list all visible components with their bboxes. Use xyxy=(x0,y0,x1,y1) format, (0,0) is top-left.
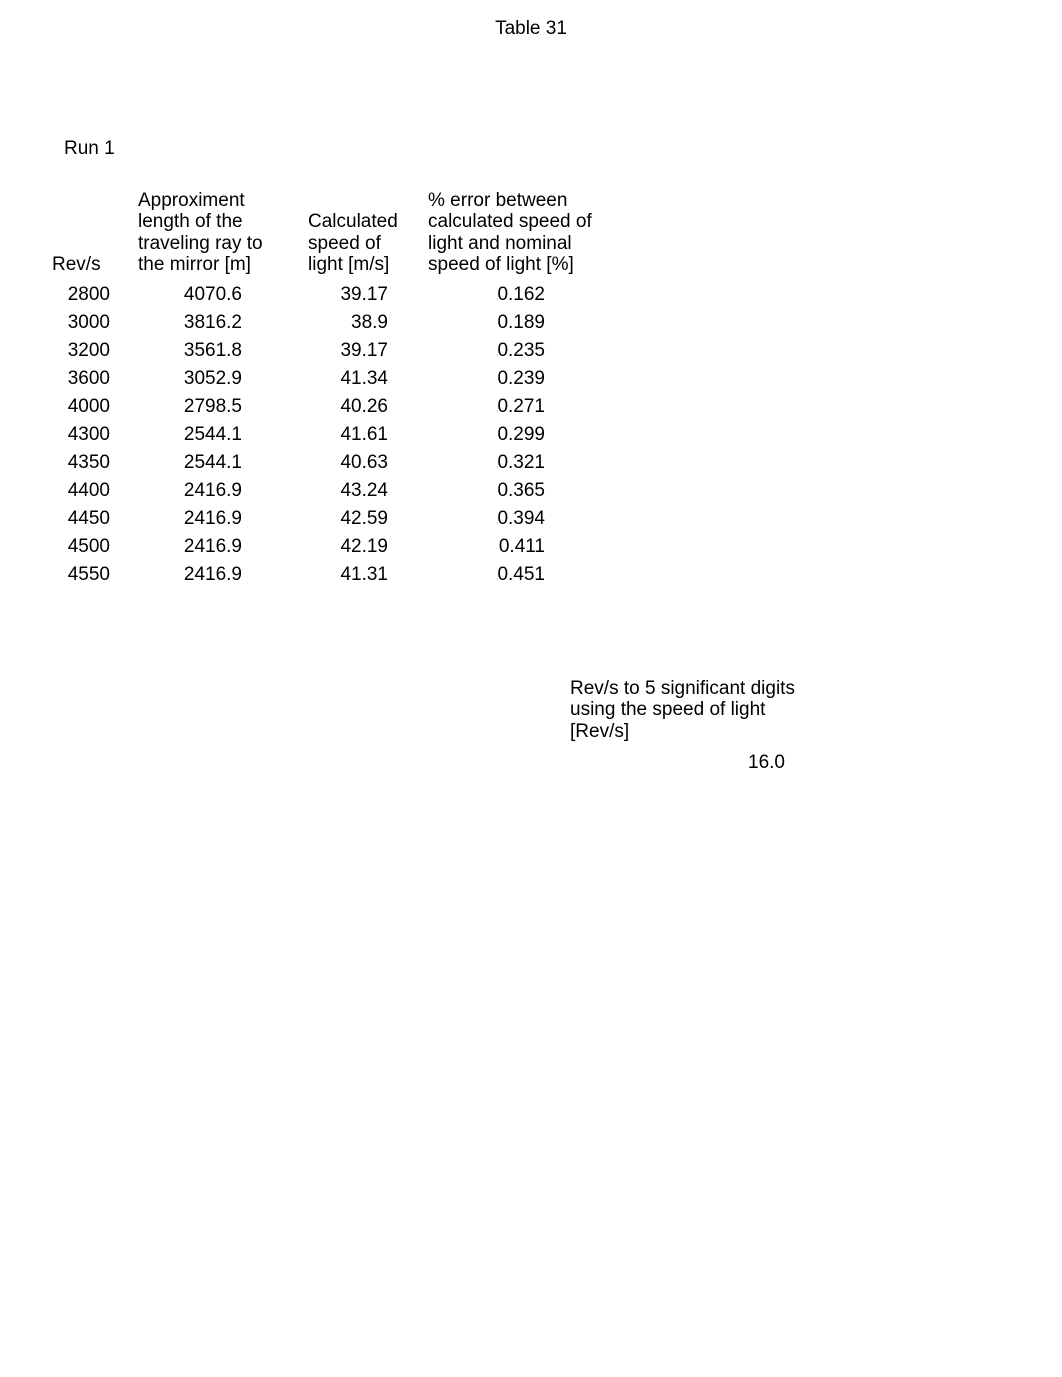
cell-length: 2416.9 xyxy=(130,561,300,589)
table-row: 3000 3816.2 38.9 0.189 xyxy=(50,309,615,337)
col-header-rev: Rev/s xyxy=(50,190,130,281)
table-row: 4500 2416.9 42.19 0.411 xyxy=(50,533,615,561)
cell-speed: 42.59 xyxy=(300,505,420,533)
cell-length: 3561.8 xyxy=(130,337,300,365)
table-row: 4300 2544.1 41.61 0.299 xyxy=(50,421,615,449)
data-table: Rev/s Approximent length of the travelin… xyxy=(50,190,615,589)
cell-length: 3052.9 xyxy=(130,365,300,393)
cell-length: 3816.2 xyxy=(130,309,300,337)
table-row: 4550 2416.9 41.31 0.451 xyxy=(50,561,615,589)
cell-speed: 41.31 xyxy=(300,561,420,589)
data-table-wrap: Rev/s Approximent length of the travelin… xyxy=(50,190,615,589)
cell-length: 4070.6 xyxy=(130,281,300,309)
cell-length: 2416.9 xyxy=(130,477,300,505)
cell-speed: 42.19 xyxy=(300,533,420,561)
cell-length: 2416.9 xyxy=(130,533,300,561)
cell-error: 0.299 xyxy=(420,421,615,449)
cell-error: 0.321 xyxy=(420,449,615,477)
table-body: 2800 4070.6 39.17 0.162 3000 3816.2 38.9… xyxy=(50,281,615,589)
cell-error: 0.271 xyxy=(420,393,615,421)
cell-error: 0.235 xyxy=(420,337,615,365)
cell-error: 0.394 xyxy=(420,505,615,533)
cell-rev: 4550 xyxy=(50,561,130,589)
cell-rev: 2800 xyxy=(50,281,130,309)
cell-speed: 41.34 xyxy=(300,365,420,393)
cell-rev: 4350 xyxy=(50,449,130,477)
table-row: 3600 3052.9 41.34 0.239 xyxy=(50,365,615,393)
cell-rev: 4400 xyxy=(50,477,130,505)
cell-rev: 3600 xyxy=(50,365,130,393)
footnote-label: Rev/s to 5 significant digits using the … xyxy=(570,678,795,742)
cell-rev: 3000 xyxy=(50,309,130,337)
cell-length: 2416.9 xyxy=(130,505,300,533)
footnote-value: 16.0 xyxy=(570,752,785,774)
table-row: 4400 2416.9 43.24 0.365 xyxy=(50,477,615,505)
cell-rev: 4450 xyxy=(50,505,130,533)
cell-speed: 43.24 xyxy=(300,477,420,505)
cell-error: 0.239 xyxy=(420,365,615,393)
table-row: 4450 2416.9 42.59 0.394 xyxy=(50,505,615,533)
run-label: Run 1 xyxy=(64,138,115,160)
cell-speed: 40.26 xyxy=(300,393,420,421)
table-header-row: Rev/s Approximent length of the travelin… xyxy=(50,190,615,281)
cell-rev: 4000 xyxy=(50,393,130,421)
col-header-speed: Calculated speed of light [m/s] xyxy=(300,190,420,281)
table-row: 4350 2544.1 40.63 0.321 xyxy=(50,449,615,477)
cell-speed: 38.9 xyxy=(300,309,420,337)
cell-length: 2798.5 xyxy=(130,393,300,421)
cell-speed: 39.17 xyxy=(300,281,420,309)
table-row: 4000 2798.5 40.26 0.271 xyxy=(50,393,615,421)
cell-error: 0.189 xyxy=(420,309,615,337)
cell-error: 0.411 xyxy=(420,533,615,561)
cell-length: 2544.1 xyxy=(130,421,300,449)
table-row: 3200 3561.8 39.17 0.235 xyxy=(50,337,615,365)
page: Table 31 Run 1 Rev/s Approximent length … xyxy=(0,0,1062,1377)
cell-error: 0.451 xyxy=(420,561,615,589)
cell-speed: 39.17 xyxy=(300,337,420,365)
col-header-length: Approximent length of the traveling ray … xyxy=(130,190,300,281)
cell-speed: 40.63 xyxy=(300,449,420,477)
cell-rev: 3200 xyxy=(50,337,130,365)
cell-rev: 4300 xyxy=(50,421,130,449)
table-head: Rev/s Approximent length of the travelin… xyxy=(50,190,615,281)
cell-error: 0.162 xyxy=(420,281,615,309)
cell-rev: 4500 xyxy=(50,533,130,561)
cell-speed: 41.61 xyxy=(300,421,420,449)
page-title: Table 31 xyxy=(0,18,1062,40)
cell-length: 2544.1 xyxy=(130,449,300,477)
table-row: 2800 4070.6 39.17 0.162 xyxy=(50,281,615,309)
cell-error: 0.365 xyxy=(420,477,615,505)
col-header-error: % error between calculated speed of ligh… xyxy=(420,190,615,281)
